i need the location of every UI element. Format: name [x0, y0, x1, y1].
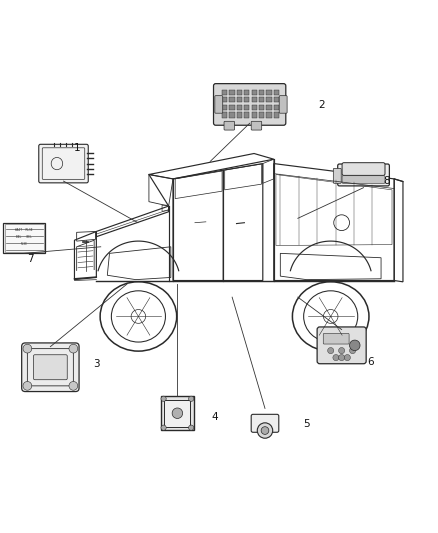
- FancyBboxPatch shape: [274, 104, 279, 110]
- Circle shape: [339, 354, 345, 361]
- FancyBboxPatch shape: [244, 104, 249, 110]
- FancyBboxPatch shape: [252, 104, 257, 110]
- FancyBboxPatch shape: [230, 90, 235, 95]
- Text: 6: 6: [367, 357, 374, 367]
- FancyBboxPatch shape: [252, 90, 257, 95]
- FancyBboxPatch shape: [274, 97, 279, 102]
- FancyBboxPatch shape: [3, 223, 45, 253]
- Text: RLSE: RLSE: [21, 242, 28, 246]
- Text: 5: 5: [303, 419, 310, 429]
- Circle shape: [328, 348, 334, 354]
- Circle shape: [23, 382, 32, 390]
- FancyBboxPatch shape: [244, 97, 249, 102]
- FancyBboxPatch shape: [333, 168, 341, 183]
- Text: 2: 2: [318, 100, 325, 110]
- Circle shape: [350, 348, 356, 354]
- FancyBboxPatch shape: [165, 400, 191, 427]
- FancyBboxPatch shape: [279, 96, 287, 113]
- Circle shape: [189, 425, 194, 430]
- FancyBboxPatch shape: [323, 334, 349, 344]
- FancyBboxPatch shape: [259, 90, 264, 95]
- FancyBboxPatch shape: [222, 90, 227, 95]
- FancyBboxPatch shape: [222, 104, 227, 110]
- FancyBboxPatch shape: [237, 104, 242, 110]
- Circle shape: [261, 427, 269, 434]
- FancyBboxPatch shape: [237, 90, 242, 95]
- FancyBboxPatch shape: [266, 112, 272, 118]
- Text: 4: 4: [211, 411, 218, 422]
- FancyBboxPatch shape: [230, 112, 235, 118]
- Circle shape: [189, 396, 194, 401]
- Text: 8: 8: [383, 176, 390, 185]
- Circle shape: [69, 344, 78, 353]
- FancyBboxPatch shape: [259, 97, 264, 102]
- Text: BEL   BEL: BEL BEL: [16, 235, 32, 239]
- FancyBboxPatch shape: [244, 90, 249, 95]
- FancyBboxPatch shape: [33, 355, 67, 379]
- Circle shape: [339, 348, 345, 354]
- Circle shape: [350, 340, 360, 351]
- FancyBboxPatch shape: [342, 176, 385, 183]
- FancyBboxPatch shape: [274, 90, 279, 95]
- FancyBboxPatch shape: [230, 97, 235, 102]
- FancyBboxPatch shape: [252, 112, 257, 118]
- FancyBboxPatch shape: [244, 112, 249, 118]
- FancyBboxPatch shape: [237, 112, 242, 118]
- Text: WAIT  RLSE: WAIT RLSE: [15, 228, 33, 232]
- Text: 3: 3: [93, 359, 100, 369]
- FancyBboxPatch shape: [266, 104, 272, 110]
- FancyBboxPatch shape: [215, 96, 223, 113]
- Circle shape: [172, 408, 183, 418]
- Circle shape: [69, 382, 78, 390]
- Circle shape: [344, 354, 350, 361]
- FancyBboxPatch shape: [213, 84, 286, 125]
- FancyBboxPatch shape: [39, 144, 88, 183]
- FancyBboxPatch shape: [317, 327, 366, 364]
- FancyBboxPatch shape: [266, 90, 272, 95]
- FancyBboxPatch shape: [237, 97, 242, 102]
- FancyBboxPatch shape: [230, 104, 235, 110]
- FancyBboxPatch shape: [338, 164, 389, 186]
- FancyBboxPatch shape: [161, 396, 194, 430]
- Circle shape: [161, 396, 166, 401]
- FancyBboxPatch shape: [222, 112, 227, 118]
- Circle shape: [333, 354, 339, 361]
- FancyBboxPatch shape: [224, 122, 234, 130]
- FancyBboxPatch shape: [252, 97, 257, 102]
- FancyBboxPatch shape: [22, 343, 79, 392]
- Text: 7: 7: [27, 254, 34, 264]
- FancyBboxPatch shape: [259, 104, 264, 110]
- Circle shape: [257, 423, 273, 438]
- Circle shape: [23, 344, 32, 353]
- FancyBboxPatch shape: [266, 97, 272, 102]
- Text: 1: 1: [73, 143, 80, 154]
- FancyBboxPatch shape: [259, 112, 264, 118]
- FancyBboxPatch shape: [222, 97, 227, 102]
- FancyBboxPatch shape: [251, 122, 261, 130]
- FancyBboxPatch shape: [342, 163, 385, 175]
- FancyBboxPatch shape: [251, 414, 279, 432]
- Circle shape: [161, 425, 166, 430]
- FancyBboxPatch shape: [274, 112, 279, 118]
